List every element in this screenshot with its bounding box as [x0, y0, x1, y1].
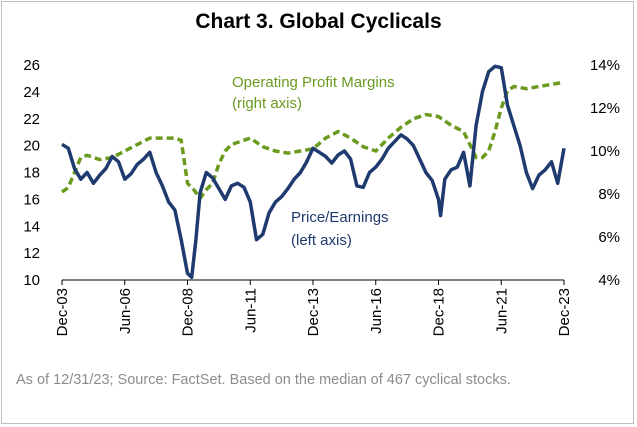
x-axis-tick-label: Jun-16 — [368, 288, 385, 334]
x-axis-tick-label: Dec-18 — [431, 288, 448, 336]
left-axis-tick-label: 22 — [23, 111, 40, 128]
left-axis-tick-label: 16 — [23, 191, 40, 208]
left-axis-tick-label: 10 — [23, 272, 40, 289]
x-axis-tick-label: Jun-11 — [242, 288, 259, 333]
x-axis-tick-label: Dec-03 — [54, 288, 71, 336]
right-axis-tick-label: 6% — [598, 229, 620, 246]
left-axis-tick-label: 12 — [23, 245, 40, 262]
x-axis-tick-label: Dec-08 — [180, 288, 197, 336]
x-axis-tick-label: Jun-21 — [493, 288, 510, 334]
left-axis-tick-label: 24 — [23, 84, 40, 101]
left-axis-ticks: 10 12 14 16 18 20 22 24 26 — [23, 57, 40, 289]
x-axis-tick-label: Dec-23 — [556, 288, 573, 336]
footnote: As of 12/31/23; Source: FactSet. Based o… — [16, 372, 511, 388]
right-axis-tick-label: 4% — [598, 272, 620, 289]
x-axis-tick-label: Jun-06 — [117, 288, 134, 334]
right-axis-tick-label: 8% — [598, 186, 620, 203]
x-axis-ticks: Dec-03 Jun-06 Dec-08 Jun-11 Dec-13 Jun-16 Dec-… — [54, 280, 573, 336]
left-axis-tick-label: 18 — [23, 165, 40, 182]
left-axis-tick-label: 14 — [23, 218, 40, 235]
right-axis-tick-label: 12% — [590, 100, 620, 117]
right-axis-tick-label: 14% — [590, 57, 620, 74]
x-axis-tick-label: Dec-13 — [305, 288, 322, 336]
left-axis-tick-label: 20 — [23, 138, 40, 155]
margin-annotation-line2: (right axis) — [232, 95, 302, 112]
right-axis-tick-label: 10% — [590, 143, 620, 160]
left-axis-tick-label: 26 — [23, 57, 40, 74]
chart-title: Chart 3. Global Cyclicals — [195, 10, 442, 33]
right-axis-ticks: 4% 6% 8% 10% 12% 14% — [590, 57, 620, 289]
pe-series-line — [61, 64, 566, 280]
margin-annotation-line1: Operating Profit Margins — [232, 74, 395, 91]
margin-series-line — [60, 80, 565, 202]
pe-annotation-line1: Price/Earnings — [291, 209, 389, 226]
pe-annotation-line2: (left axis) — [291, 232, 352, 249]
